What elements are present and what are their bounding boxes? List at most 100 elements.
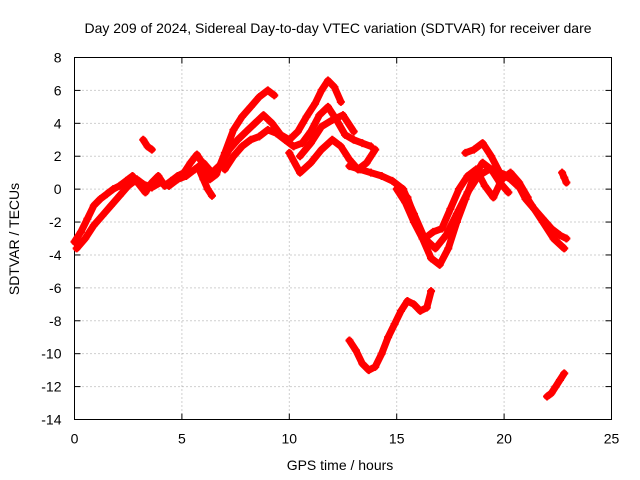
data-point-marker [371,362,380,371]
series-arc-11 [543,369,569,401]
y-tick-label: 6 [54,82,62,98]
x-tick-label: 5 [178,431,186,447]
data-point-marker [259,111,268,120]
data-point-marker [558,168,567,177]
data-point-marker [139,135,148,144]
data-point-marker [504,171,513,180]
data-point-marker [246,135,255,144]
data-point-marker [250,119,259,128]
data-point-marker [416,306,425,315]
data-point-marker [377,349,386,358]
data-point-marker [543,392,552,401]
x-tick-label: 0 [71,431,79,447]
data-point-marker [268,119,277,128]
data-point-marker [306,158,315,167]
y-tick-label: -6 [49,280,62,296]
data-point-marker [107,201,116,210]
y-tick-label: -12 [41,379,61,395]
data-point-marker [351,346,360,355]
data-point-marker [156,178,165,187]
data-point-marker [388,176,397,185]
y-tick-label: -8 [49,313,62,329]
data-point-marker [199,175,208,184]
data-point-marker [102,190,111,199]
data-point-marker [560,244,569,253]
data-point-marker [403,297,412,306]
data-point-marker [246,102,255,111]
data-point-marker [412,218,421,227]
data-point-marker [293,127,302,136]
data-point-marker [358,359,367,368]
data-point-marker [139,180,148,189]
series-arc-12 [558,168,571,187]
data-point-marker [562,178,571,187]
data-point-marker [296,152,305,161]
y-tick-label: 0 [54,181,62,197]
data-point-marker [356,165,365,174]
data-point-marker [328,116,337,125]
data-point-marker [339,111,347,120]
data-point-marker [143,142,152,151]
data-point-marker [487,152,496,161]
data-point-marker [512,178,521,187]
data-point-marker [238,112,247,121]
data-point-marker [442,231,451,240]
data-point-marker [115,191,124,200]
data-point-marker [336,142,345,151]
data-point-marker [147,183,156,192]
data-point-marker [444,244,453,253]
data-point-marker [270,91,279,100]
data-point-marker [429,227,438,236]
data-point-marker [427,287,436,296]
data-point-marker [330,83,339,92]
data-point-marker [298,139,307,148]
y-tick-label: -14 [41,412,61,428]
data-point-marker [165,181,174,190]
data-point-marker [289,142,298,151]
data-point-marker [132,175,141,184]
data-point-marker [173,175,182,184]
data-point-marker [220,165,229,174]
data-point-marker [255,92,264,101]
data-point-marker [461,148,470,157]
series-trace [195,165,216,200]
data-point-marker [285,148,294,157]
data-point-marker [317,122,326,131]
data-point-marker [89,221,98,230]
data-point-marker [154,171,163,180]
y-tick-label: -4 [49,247,62,263]
series-arc-14 [195,165,216,200]
series-trace [345,287,435,374]
x-tick-label: 20 [496,431,512,447]
data-point-marker [431,244,440,253]
data-point-marker [311,99,320,108]
data-point-marker [358,139,367,148]
data-point-marker [263,125,272,134]
data-point-marker [238,142,247,151]
data-point-marker [362,158,371,167]
data-point-marker [70,237,79,246]
data-point-marker [328,135,337,144]
data-point-marker [349,135,358,144]
data-point-marker [317,86,326,95]
data-point-marker [446,204,455,213]
data-point-marker [315,111,324,120]
data-point-marker [141,188,150,197]
data-point-marker [392,185,401,194]
y-tick-label: 8 [54,50,62,66]
data-point-marker [96,195,105,204]
data-point-marker [225,145,234,154]
data-point-marker [521,195,530,204]
data-point-marker [242,127,251,136]
data-point-marker [504,188,513,197]
chart-title: Day 209 of 2024, Sidereal Day-to-day VTE… [84,20,591,36]
data-point-marker [371,145,380,154]
data-point-marker [461,195,470,204]
data-point-marker [427,254,436,263]
x-tick-label: 25 [604,431,620,447]
data-point-marker [349,127,358,136]
data-point-marker [89,201,98,210]
data-point-marker [345,162,354,171]
data-point-marker [409,300,418,309]
